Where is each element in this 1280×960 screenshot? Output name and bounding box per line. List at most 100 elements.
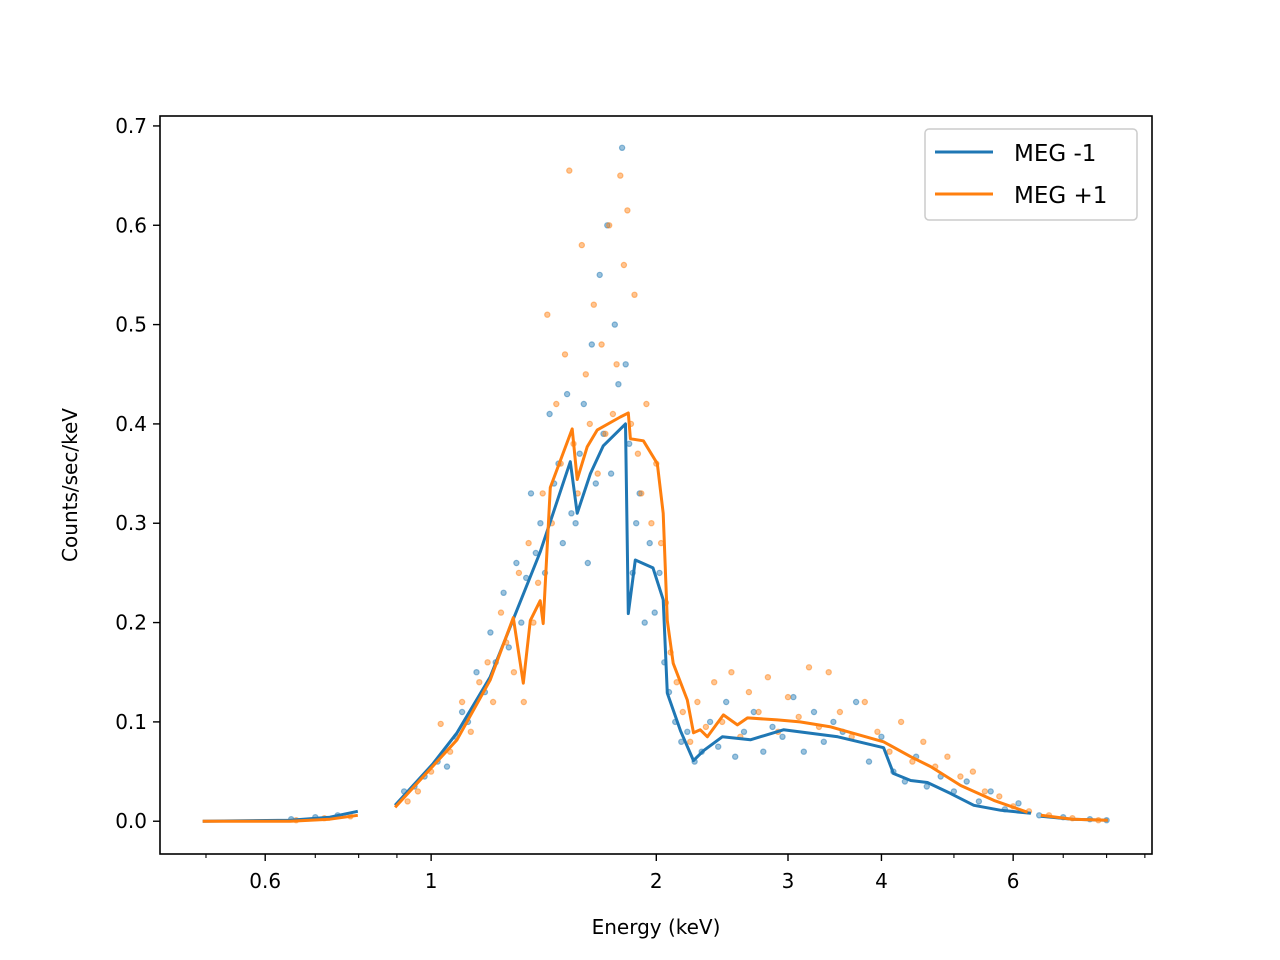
- data-point-meg-plus-1: [981, 788, 989, 795]
- data-point-meg-minus-1: [790, 693, 797, 701]
- data-point-meg-plus-1: [836, 708, 844, 716]
- data-point-meg-minus-1: [592, 480, 600, 487]
- x-tick-label: 6: [1007, 869, 1020, 893]
- data-point-meg-plus-1: [861, 698, 869, 706]
- data-point-meg-plus-1: [996, 793, 1003, 800]
- data-point-meg-minus-1: [810, 708, 818, 716]
- x-tick-label: 1: [425, 869, 438, 893]
- data-point-meg-minus-1: [651, 609, 658, 616]
- y-axis-label: Counts/sec/keV: [58, 408, 82, 562]
- data-point-meg-plus-1: [874, 728, 881, 736]
- data-point-meg-plus-1: [679, 708, 687, 716]
- data-point-meg-plus-1: [702, 723, 710, 731]
- y-tick-label: 0.5: [115, 313, 147, 337]
- data-point-meg-minus-1: [513, 559, 520, 567]
- data-point-meg-minus-1: [568, 510, 575, 517]
- data-point-meg-plus-1: [957, 773, 964, 780]
- data-point-meg-plus-1: [609, 410, 617, 418]
- x-tick-label: 2: [650, 869, 663, 893]
- model-line-meg-plus-1: [393, 411, 1029, 814]
- data-point-meg-minus-1: [473, 669, 480, 676]
- data-point-meg-plus-1: [805, 664, 813, 671]
- data-point-meg-plus-1: [544, 311, 551, 318]
- data-point-meg-minus-1: [618, 144, 626, 151]
- data-point-meg-plus-1: [944, 753, 951, 760]
- data-point-meg-plus-1: [582, 371, 590, 378]
- data-point-meg-minus-1: [458, 708, 466, 716]
- model-lines-layer: [202, 411, 1108, 823]
- data-point-meg-plus-1: [484, 659, 491, 666]
- legend: MEG -1 MEG +1: [924, 128, 1138, 221]
- data-point-meg-plus-1: [784, 693, 792, 701]
- data-point-meg-minus-1: [443, 763, 451, 770]
- data-point-meg-minus-1: [580, 400, 588, 408]
- x-tick-label: 4: [875, 869, 888, 893]
- data-point-meg-plus-1: [694, 698, 701, 706]
- data-point-meg-minus-1: [600, 430, 607, 437]
- data-point-meg-minus-1: [576, 450, 583, 457]
- legend-label-meg-plus-1: MEG +1: [1014, 183, 1107, 209]
- data-point-meg-minus-1: [626, 440, 633, 447]
- data-point-meg-plus-1: [764, 674, 772, 681]
- y-tick-label: 0.6: [115, 213, 147, 237]
- data-point-meg-minus-1: [622, 361, 629, 368]
- data-point-meg-plus-1: [745, 688, 753, 696]
- data-point-meg-plus-1: [553, 400, 560, 408]
- data-point-meg-minus-1: [604, 222, 611, 229]
- data-point-meg-minus-1: [607, 470, 615, 477]
- data-point-meg-plus-1: [648, 520, 655, 527]
- data-point-meg-plus-1: [510, 669, 518, 676]
- data-point-meg-minus-1: [588, 341, 596, 348]
- y-tick-label: 0.0: [115, 809, 147, 833]
- data-point-meg-minus-1: [715, 743, 722, 750]
- y-tick-label: 0.4: [115, 412, 147, 436]
- data-point-meg-plus-1: [515, 569, 523, 577]
- data-point-meg-plus-1: [624, 207, 631, 214]
- data-point-meg-plus-1: [520, 698, 528, 706]
- data-point-meg-plus-1: [404, 798, 411, 805]
- data-point-meg-minus-1: [500, 589, 507, 597]
- data-point-meg-plus-1: [897, 718, 905, 726]
- data-point-meg-minus-1: [646, 539, 653, 547]
- data-point-meg-plus-1: [467, 728, 474, 736]
- data-point-meg-plus-1: [476, 679, 483, 686]
- data-point-meg-minus-1: [975, 798, 983, 805]
- data-point-meg-plus-1: [755, 708, 762, 716]
- model-line-meg-minus-1: [393, 422, 1032, 815]
- data-point-meg-minus-1: [563, 390, 571, 398]
- data-point-meg-minus-1: [505, 644, 512, 651]
- model-line-meg-plus-1: [202, 813, 359, 823]
- y-tick-label: 0.7: [115, 114, 147, 138]
- data-point-meg-minus-1: [820, 738, 828, 746]
- data-point-meg-minus-1: [723, 698, 730, 706]
- data-point-meg-minus-1: [656, 569, 663, 577]
- data-point-meg-minus-1: [518, 619, 525, 626]
- data-point-meg-minus-1: [559, 539, 567, 547]
- data-point-meg-plus-1: [414, 788, 422, 795]
- data-point-meg-minus-1: [584, 559, 592, 567]
- data-point-meg-plus-1: [728, 669, 735, 676]
- data-point-meg-plus-1: [638, 490, 645, 497]
- data-point-meg-plus-1: [586, 420, 594, 428]
- data-point-meg-minus-1: [963, 778, 970, 785]
- data-point-meg-plus-1: [795, 713, 802, 721]
- data-point-meg-plus-1: [566, 167, 573, 174]
- data-point-meg-minus-1: [684, 728, 691, 736]
- data-point-meg-plus-1: [437, 720, 444, 728]
- data-point-meg-minus-1: [779, 733, 786, 741]
- data-point-meg-minus-1: [611, 321, 619, 328]
- data-point-meg-plus-1: [643, 400, 650, 408]
- model-line-meg-plus-1: [1040, 813, 1108, 822]
- x-axis-ticks: 0.6 1 2 3 4 6: [205, 854, 1146, 893]
- data-point-meg-minus-1: [769, 723, 776, 731]
- x-tick-label: 3: [782, 869, 795, 893]
- y-tick-label: 0.1: [115, 710, 147, 734]
- data-point-meg-plus-1: [534, 579, 542, 587]
- data-point-meg-minus-1: [537, 520, 544, 527]
- data-point-meg-plus-1: [606, 222, 613, 229]
- data-point-meg-minus-1: [633, 520, 640, 527]
- data-point-meg-plus-1: [578, 241, 586, 249]
- data-point-meg-minus-1: [830, 718, 837, 726]
- data-point-meg-plus-1: [594, 470, 601, 477]
- data-point-meg-minus-1: [527, 490, 535, 497]
